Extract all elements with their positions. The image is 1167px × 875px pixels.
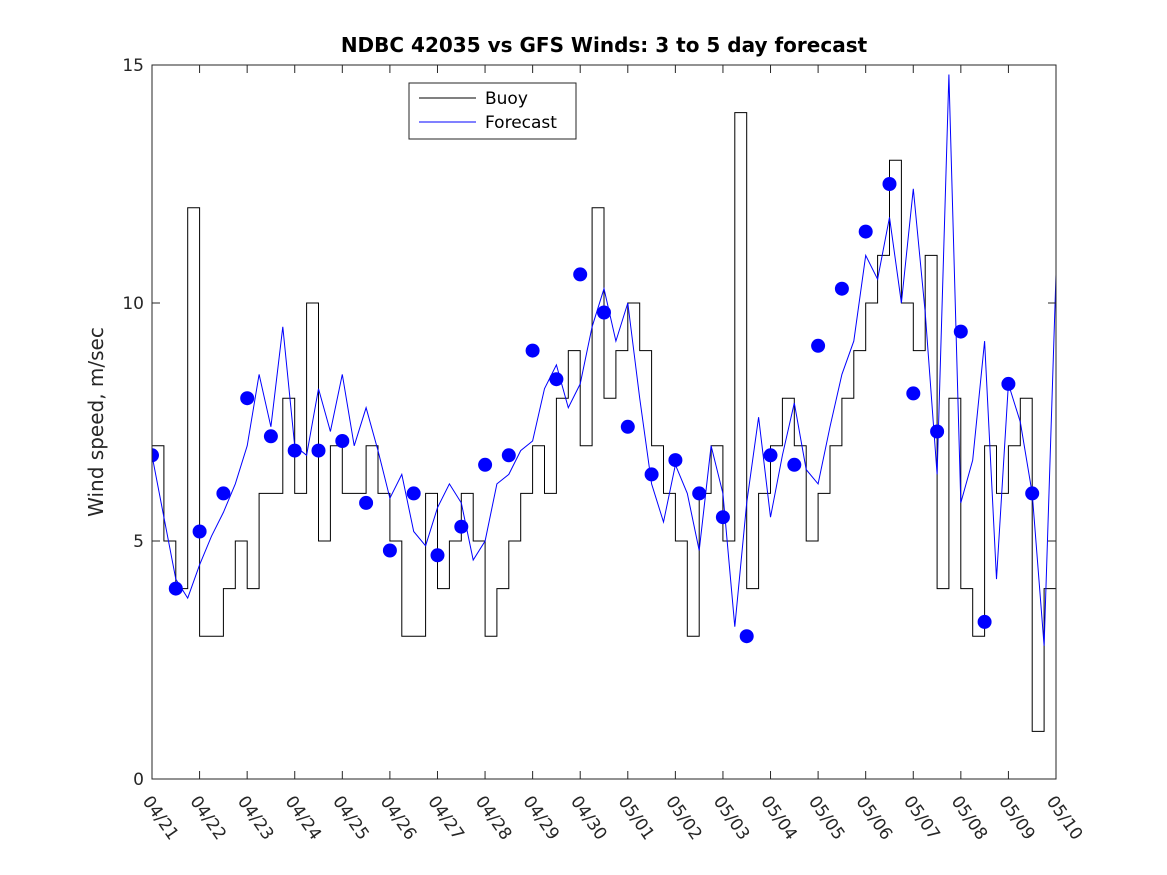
forecast-marker <box>311 443 326 458</box>
forecast-marker <box>216 486 231 501</box>
axes-box <box>151 64 1057 780</box>
forecast-marker <box>977 614 992 629</box>
forecast-marker <box>573 267 588 282</box>
forecast-marker <box>359 495 374 510</box>
forecast-marker <box>739 629 754 644</box>
forecast-marker <box>858 224 873 239</box>
legend-box <box>408 82 577 140</box>
forecast-marker <box>953 324 968 339</box>
marker-layer <box>152 177 1040 644</box>
forecast-marker <box>335 434 350 448</box>
forecast-marker <box>834 281 849 296</box>
forecast-marker <box>478 457 493 472</box>
forecast-marker <box>906 386 921 401</box>
y-axis: 0 5 10 15 <box>122 56 1056 790</box>
forecast-marker <box>811 338 826 353</box>
forecast-marker <box>930 424 945 439</box>
forecast-marker <box>1001 376 1016 391</box>
forecast-marker <box>454 519 469 534</box>
forecast-marker <box>192 524 207 539</box>
forecast-marker <box>525 343 540 358</box>
plot-area <box>152 65 1056 779</box>
buoy-line <box>152 112 1056 732</box>
y-tick-label: 5 <box>133 532 144 552</box>
forecast-line <box>152 74 1056 646</box>
legend-label-forecast: Forecast <box>485 113 557 133</box>
forecast-marker <box>287 443 302 458</box>
y-tick-label: 10 <box>122 294 144 314</box>
legend-label-buoy: Buoy <box>485 89 528 109</box>
y-tick-label: 0 <box>133 770 144 790</box>
forecast-marker <box>430 548 445 563</box>
forecast-marker <box>263 429 278 444</box>
forecast-marker <box>644 467 659 482</box>
forecast-marker <box>549 372 564 387</box>
chart-title: NDBC 42035 vs GFS Winds: 3 to 5 day fore… <box>341 33 868 57</box>
forecast-marker <box>406 486 421 501</box>
y-tick-label: 15 <box>122 56 144 76</box>
forecast-marker <box>620 419 635 434</box>
legend: Buoy Forecast <box>408 82 577 140</box>
forecast-marker <box>597 305 611 320</box>
series-layer <box>152 74 1056 732</box>
forecast-marker <box>501 448 516 463</box>
forecast-marker <box>1025 486 1040 501</box>
forecast-marker <box>882 177 897 191</box>
forecast-marker <box>152 448 159 463</box>
forecast-marker <box>240 391 255 406</box>
y-axis-label: Wind speed, m/sec <box>84 327 108 517</box>
forecast-marker <box>692 486 707 501</box>
forecast-marker <box>168 581 183 596</box>
forecast-marker <box>763 448 778 463</box>
forecast-marker <box>668 453 683 468</box>
forecast-marker <box>382 543 397 558</box>
forecast-marker <box>787 457 802 472</box>
forecast-marker <box>715 510 730 525</box>
